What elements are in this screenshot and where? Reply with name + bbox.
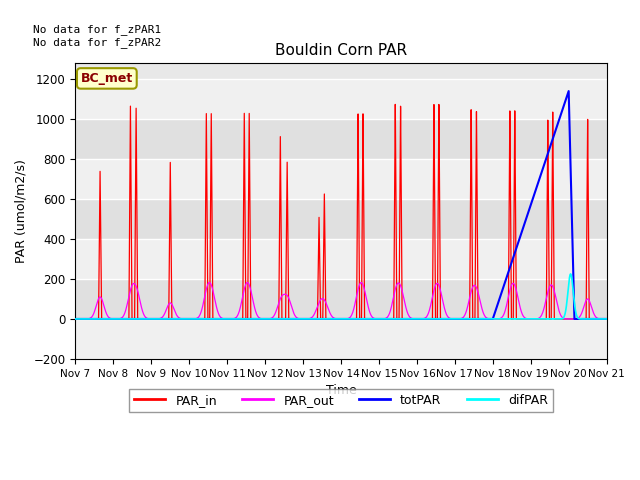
Bar: [76, 199, 607, 239]
Bar: [76, 119, 607, 159]
Bar: [76, 159, 607, 199]
Title: Bouldin Corn PAR: Bouldin Corn PAR: [275, 43, 407, 58]
Bar: [76, 319, 607, 359]
Bar: [76, 239, 607, 279]
Legend: PAR_in, PAR_out, totPAR, difPAR: PAR_in, PAR_out, totPAR, difPAR: [129, 389, 553, 412]
Bar: [76, 79, 607, 119]
X-axis label: Time: Time: [326, 384, 356, 397]
Text: No data for f_zPAR1
No data for f_zPAR2: No data for f_zPAR1 No data for f_zPAR2: [33, 24, 161, 48]
Text: BC_met: BC_met: [81, 72, 133, 85]
Bar: [76, 279, 607, 319]
Y-axis label: PAR (umol/m2/s): PAR (umol/m2/s): [15, 159, 28, 263]
